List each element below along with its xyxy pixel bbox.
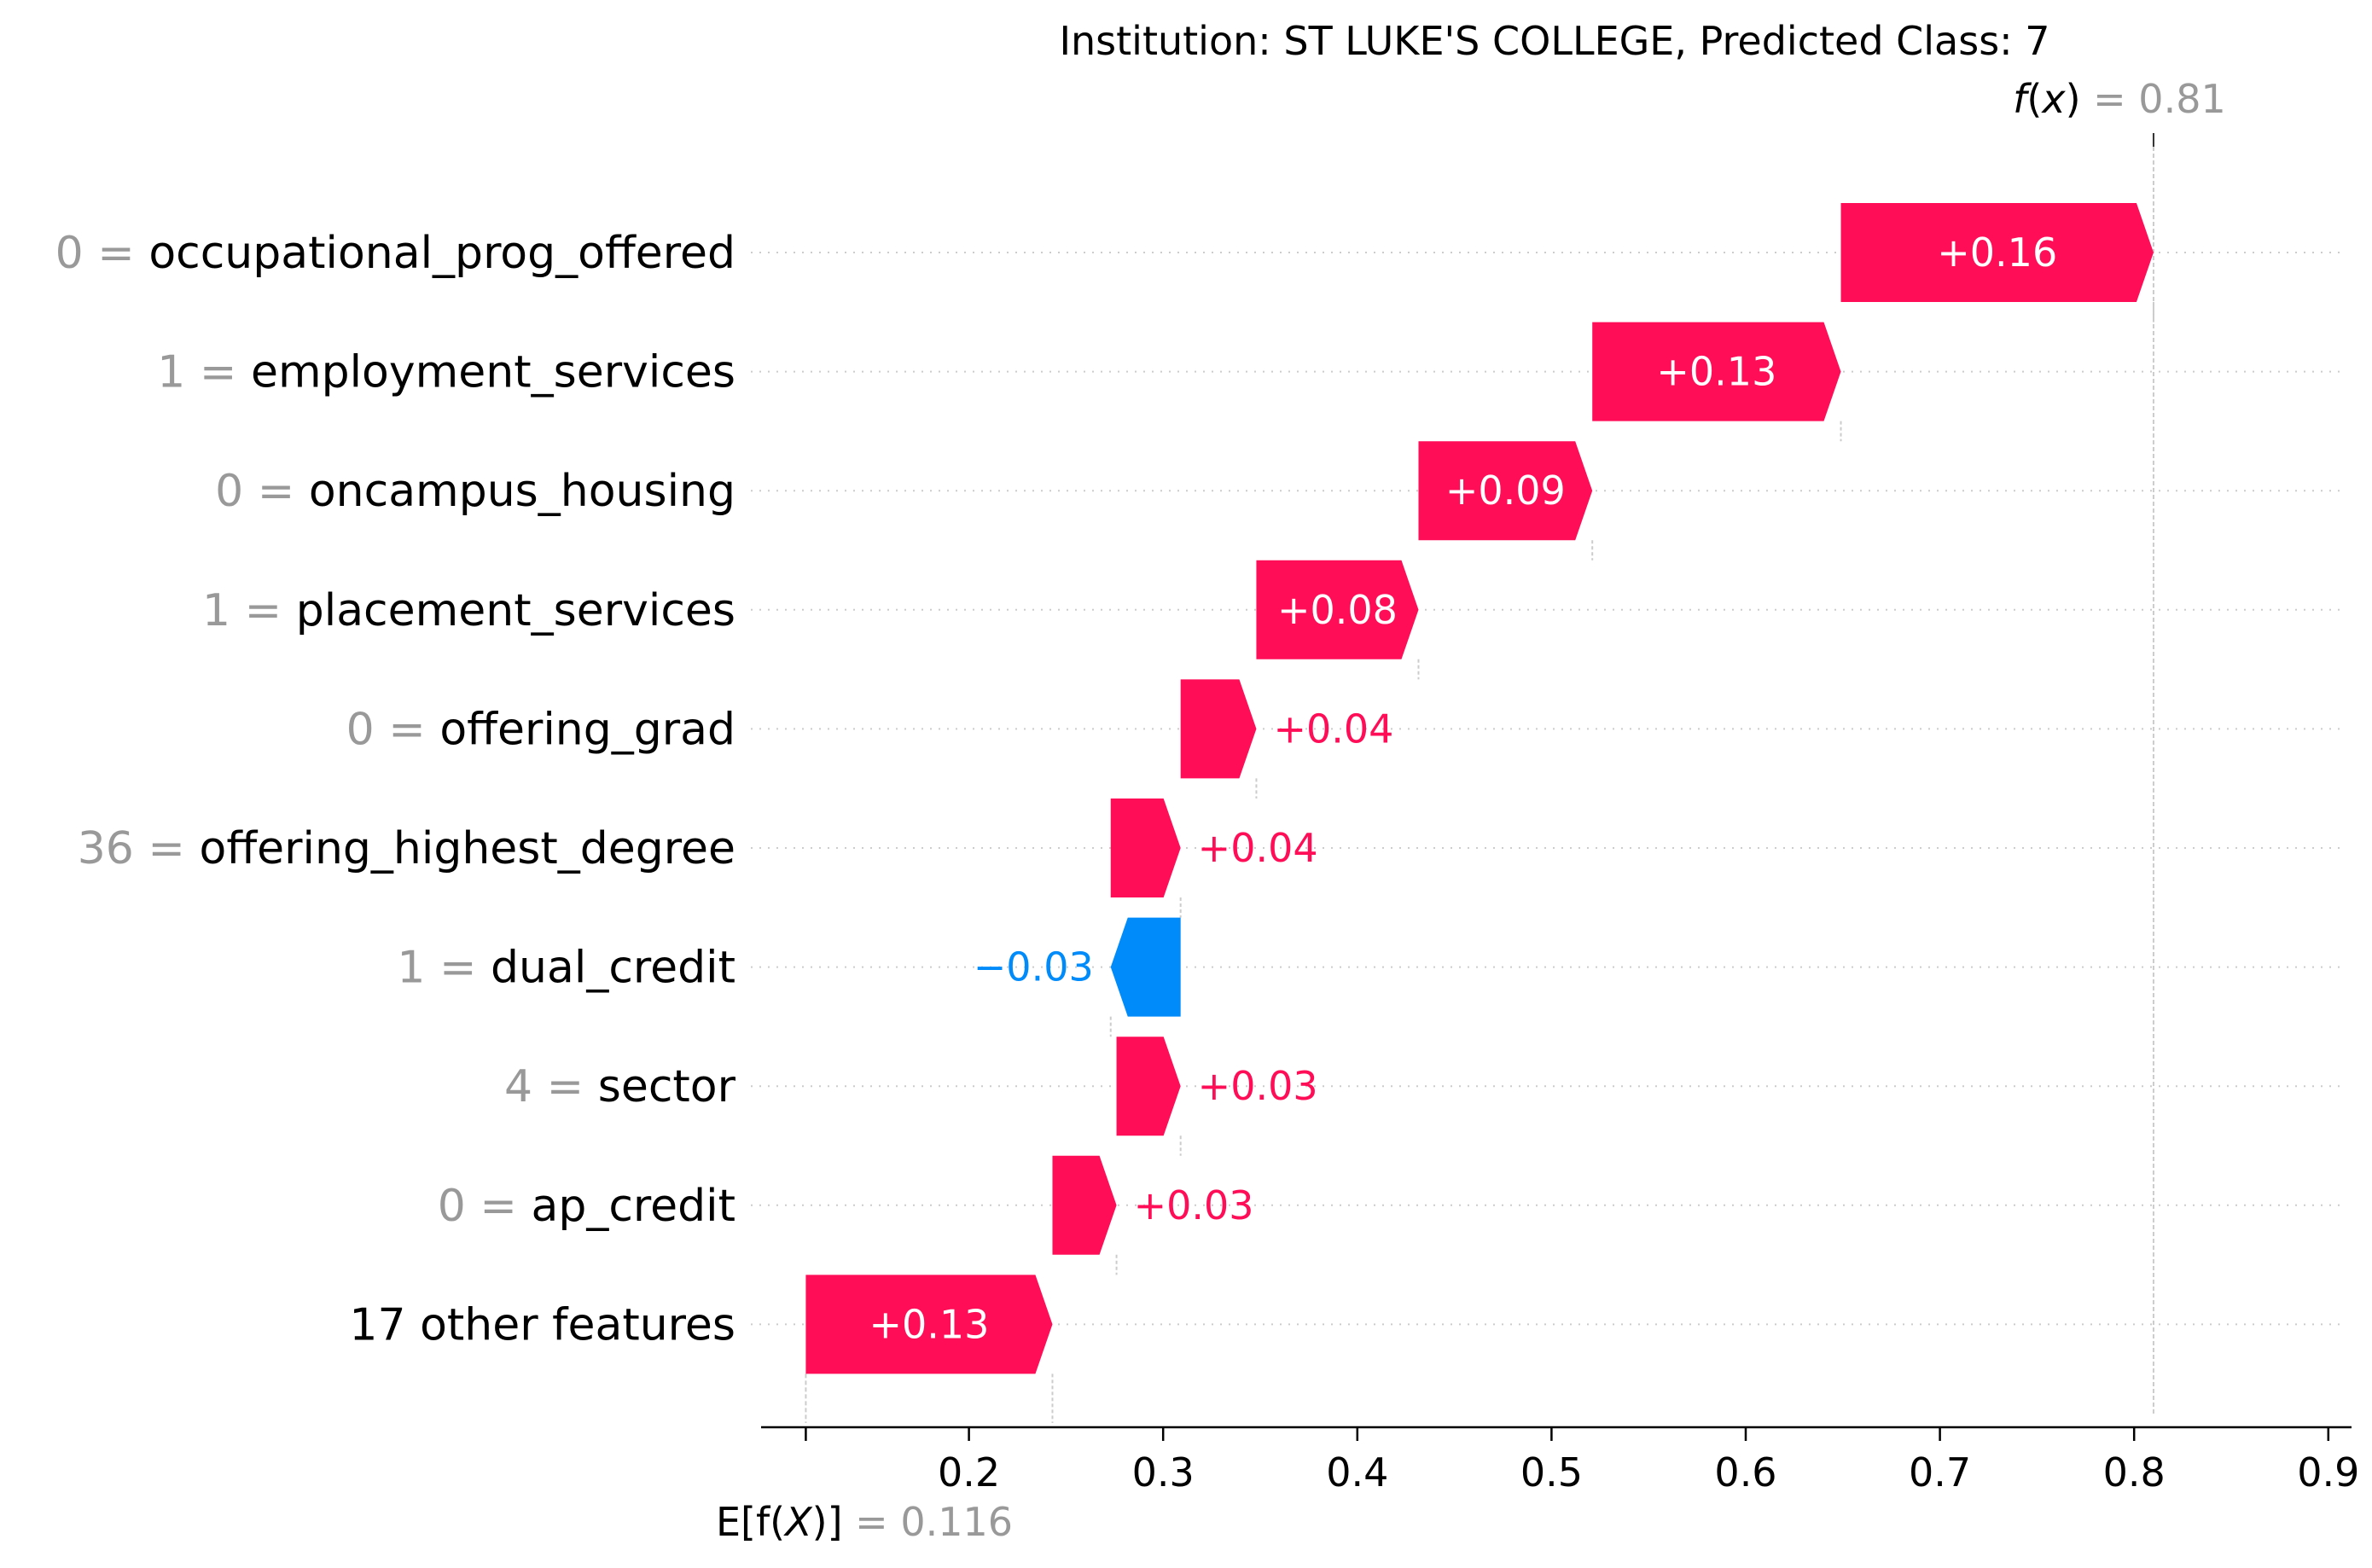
contribution-bar [1180, 679, 1257, 779]
contribution-bar [1116, 1037, 1181, 1136]
x-tick-label: 0.2 [938, 1449, 1000, 1495]
x-tick-label: 0.4 [1326, 1449, 1388, 1495]
contribution-label: +0.04 [1198, 825, 1318, 871]
x-axis: 0.2 0.3 0.4 0.5 0.6 0.7 0.8 0.9 [761, 1426, 2359, 1495]
chart-title: Institution: ST LUKE'S COLLEGE, Predicte… [1059, 18, 2049, 64]
contribution-bar [1110, 917, 1181, 1017]
contribution-bar [1840, 203, 2154, 302]
contribution-bar [1418, 441, 1593, 541]
fx-annotation: f(x) = 0.81 [2013, 76, 2226, 122]
feature-name: dual_credit [491, 943, 735, 994]
feature-value: 0 = [215, 466, 294, 517]
contribution-label: +0.09 [1445, 467, 1566, 514]
feature-label: 17 other features [349, 1299, 735, 1350]
contribution-bar [805, 1275, 1053, 1374]
feature-value: 0 = [346, 704, 426, 755]
expected-value: = 0.116 [855, 1499, 1013, 1545]
contribution-label: +0.13 [869, 1301, 989, 1347]
feature-label: 0 = occupational_prog_offered [55, 228, 735, 279]
row-gridlines [751, 252, 2346, 1326]
feature-name: placement_services [296, 585, 735, 636]
expected-label-prefix: E[f( [716, 1499, 785, 1545]
contribution-bar [1110, 799, 1181, 897]
feature-label: 1 = dual_credit [397, 943, 735, 994]
feature-value: 0 = [438, 1181, 517, 1232]
feature-labels: +0.16 0 = occupational_prog_offered +0.13 1… [55, 228, 2058, 1350]
feature-label: 0 = oncampus_housing [215, 466, 735, 517]
contribution-label: +0.16 [1937, 229, 2057, 276]
contribution-label: +0.03 [1198, 1063, 1318, 1109]
contribution-label: +0.04 [1273, 706, 1393, 752]
feature-value: 1 = [397, 943, 476, 994]
feature-label: 1 = placement_services [202, 585, 735, 636]
contribution-bar [1256, 560, 1419, 659]
feature-value: 4 = [504, 1061, 584, 1112]
feature-value: 0 = [55, 228, 135, 279]
contribution-label: +0.13 [1656, 349, 1776, 395]
feature-name: employment_services [251, 347, 735, 398]
feature-label: 4 = sector [504, 1061, 736, 1112]
feature-value: 1 = [202, 585, 282, 636]
feature-label: 0 = ap_credit [438, 1181, 735, 1232]
fx-value: = 0.81 [2093, 76, 2226, 122]
x-tick-label: 0.7 [1909, 1449, 1971, 1495]
feature-value: 36 = [78, 823, 185, 874]
connector-lines [805, 133, 2154, 1423]
feature-name: ap_credit [531, 1181, 735, 1232]
feature-label: 0 = offering_grad [346, 704, 735, 755]
x-tick-label: 0.6 [1714, 1449, 1776, 1495]
x-tick-label: 0.5 [1520, 1449, 1583, 1495]
contribution-label: +0.08 [1277, 587, 1398, 633]
contribution-label: +0.03 [1134, 1182, 1254, 1228]
feature-name: offering_grad [439, 704, 735, 755]
feature-name: 17 other features [349, 1299, 735, 1350]
feature-value: 1 = [157, 347, 236, 398]
feature-name: offering_highest_degree [200, 823, 736, 874]
fx-label-var: x [2040, 76, 2066, 122]
contribution-label: −0.03 [974, 944, 1094, 990]
contribution-bars [805, 203, 2154, 1374]
x-tick-label: 0.3 [1132, 1449, 1195, 1495]
feature-label: 1 = employment_services [157, 347, 735, 398]
feature-name: oncampus_housing [309, 466, 735, 517]
expected-value-annotation: E[f(X)] = 0.116 [716, 1499, 1013, 1545]
expected-label-suffix: )] [812, 1499, 843, 1545]
feature-name: sector [598, 1061, 736, 1112]
x-tick-label: 0.8 [2103, 1449, 2166, 1495]
feature-label: 36 = offering_highest_degree [78, 823, 735, 874]
expected-label-var: X [783, 1499, 813, 1545]
contribution-bar [1052, 1155, 1117, 1255]
expected-and-output-annotations: f(x) = 0.81 E[f(X)] = 0.116 [716, 76, 2226, 1545]
contribution-bar [1592, 322, 1841, 421]
feature-name: occupational_prog_offered [148, 228, 735, 279]
x-tick-label: 0.9 [2297, 1449, 2359, 1495]
